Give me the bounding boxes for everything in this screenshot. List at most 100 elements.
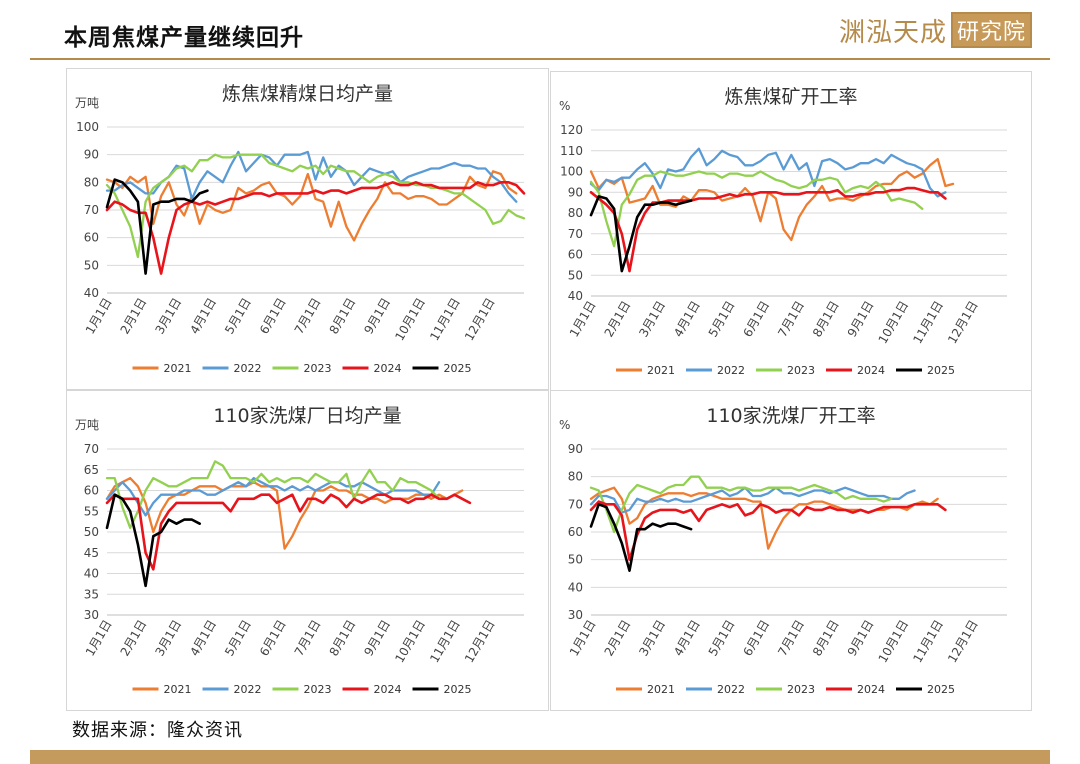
x-tick-label: 10月1日 bbox=[392, 618, 428, 666]
data-source: 数据来源：隆众资讯 bbox=[72, 720, 243, 741]
legend-label-2025: 2025 bbox=[444, 362, 472, 375]
legend-label-2021: 2021 bbox=[647, 683, 675, 696]
y-tick-label: 70 bbox=[84, 203, 99, 217]
x-tick-label: 8月1日 bbox=[327, 296, 359, 337]
chart-title: 炼焦煤精煤日均产量 bbox=[222, 83, 393, 105]
y-tick-label: 40 bbox=[84, 286, 99, 300]
x-tick-label: 9月1日 bbox=[845, 618, 877, 659]
series-line-2024 bbox=[105, 181, 526, 275]
x-tick-label: 4月1日 bbox=[671, 618, 703, 659]
series-line-2025 bbox=[105, 493, 201, 588]
chart-svg: 110家洗煤厂开工率% 30 40 50 60 70 80 90 1月1日 2月1日 3月1日 4月1… bbox=[559, 405, 1007, 696]
y-tick-label: 80 bbox=[568, 206, 583, 220]
legend-label-2021: 2021 bbox=[164, 683, 192, 696]
y-tick-label: 120 bbox=[560, 123, 583, 137]
legend-label-2023: 2023 bbox=[304, 683, 332, 696]
logo-text: 渊泓天成 bbox=[838, 17, 947, 48]
series-line-2021 bbox=[105, 170, 518, 242]
legend-label-2025: 2025 bbox=[927, 364, 955, 377]
y-axis-unit-label: 万吨 bbox=[75, 96, 99, 110]
legend-label-2023: 2023 bbox=[304, 362, 332, 375]
x-tick-label: 10月1日 bbox=[392, 296, 428, 344]
y-tick-label: 70 bbox=[84, 442, 99, 456]
x-tick-label: 11月1日 bbox=[910, 618, 946, 666]
chart-panel-washery-operating-rate: 110家洗煤厂开工率% 30 40 50 60 70 80 90 1月1日 2月1日 3月1日 4月1… bbox=[550, 390, 1032, 711]
x-tick-label: 10月1日 bbox=[876, 618, 912, 666]
series-line-2023 bbox=[105, 460, 441, 529]
x-tick-label: 9月1日 bbox=[845, 299, 877, 340]
series-line-2022 bbox=[589, 147, 947, 198]
y-tick-label: 90 bbox=[568, 442, 583, 456]
legend-label-2025: 2025 bbox=[444, 683, 472, 696]
series-line-2024 bbox=[589, 186, 947, 273]
legend-label-2024: 2024 bbox=[857, 364, 885, 377]
x-tick-label: 7月1日 bbox=[292, 618, 324, 659]
y-tick-label: 35 bbox=[84, 587, 99, 601]
series-line-2022 bbox=[589, 486, 916, 514]
y-tick-label: 65 bbox=[84, 463, 99, 477]
x-tick-label: 9月1日 bbox=[361, 296, 393, 337]
x-tick-label: 11月1日 bbox=[910, 299, 946, 347]
x-tick-label: 12月1日 bbox=[945, 299, 981, 347]
chart-svg: 炼焦煤矿开工率% 40 50 60 70 80 90 100 110 120 1月1日 2月1日 3月1… bbox=[559, 86, 1007, 377]
x-tick-label: 5月1日 bbox=[706, 618, 738, 659]
chart-title: 110家洗煤厂开工率 bbox=[706, 405, 875, 427]
x-tick-label: 1月1日 bbox=[83, 296, 115, 337]
x-tick-label: 2月1日 bbox=[118, 296, 150, 337]
legend-label-2021: 2021 bbox=[647, 364, 675, 377]
legend-label-2025: 2025 bbox=[927, 683, 955, 696]
x-tick-label: 12月1日 bbox=[945, 618, 981, 666]
y-tick-label: 40 bbox=[568, 580, 583, 594]
y-tick-label: 60 bbox=[568, 525, 583, 539]
x-tick-label: 5月1日 bbox=[222, 618, 254, 659]
x-tick-label: 2月1日 bbox=[118, 618, 150, 659]
y-tick-label: 90 bbox=[84, 148, 99, 162]
x-tick-label: 5月1日 bbox=[222, 296, 254, 337]
y-tick-label: 100 bbox=[560, 165, 583, 179]
legend-label-2024: 2024 bbox=[374, 683, 402, 696]
x-tick-label: 1月1日 bbox=[83, 618, 115, 659]
y-tick-label: 50 bbox=[84, 525, 99, 539]
y-tick-label: 45 bbox=[84, 546, 99, 560]
series-line-2025 bbox=[105, 178, 209, 275]
series-line-2024 bbox=[589, 500, 947, 561]
footer-bar bbox=[30, 750, 1050, 764]
x-tick-label: 11月1日 bbox=[427, 296, 463, 344]
y-tick-label: 100 bbox=[76, 120, 99, 134]
series-line-2023 bbox=[589, 475, 893, 534]
page-title: 本周焦煤产量继续回升 bbox=[64, 24, 304, 51]
x-tick-label: 8月1日 bbox=[327, 618, 359, 659]
chart-title: 110家洗煤厂日均产量 bbox=[213, 405, 401, 427]
y-tick-label: 30 bbox=[568, 608, 583, 622]
legend-label-2022: 2022 bbox=[717, 683, 745, 696]
x-tick-label: 1月1日 bbox=[567, 618, 599, 659]
x-tick-label: 5月1日 bbox=[706, 299, 738, 340]
x-tick-label: 2月1日 bbox=[602, 618, 634, 659]
legend-label-2024: 2024 bbox=[374, 362, 402, 375]
x-tick-label: 8月1日 bbox=[810, 618, 842, 659]
y-tick-label: 80 bbox=[568, 470, 583, 484]
x-tick-label: 6月1日 bbox=[257, 618, 289, 659]
x-tick-label: 4月1日 bbox=[187, 296, 219, 337]
x-tick-label: 12月1日 bbox=[462, 618, 498, 666]
legend-label-2022: 2022 bbox=[717, 364, 745, 377]
x-tick-label: 6月1日 bbox=[257, 296, 289, 337]
series-line-2024 bbox=[105, 493, 472, 571]
y-tick-label: 70 bbox=[568, 227, 583, 241]
x-tick-label: 12月1日 bbox=[462, 296, 498, 344]
series-line-2021 bbox=[105, 476, 464, 550]
legend-label-2024: 2024 bbox=[857, 683, 885, 696]
y-tick-label: 50 bbox=[568, 268, 583, 282]
x-tick-label: 1月1日 bbox=[567, 299, 599, 340]
y-tick-label: 30 bbox=[84, 608, 99, 622]
chart-panel-washery-output: 110家洗煤厂日均产量 万吨 30 35 40 45 50 55 60 65 70 1月1日 2月1日 3… bbox=[66, 390, 549, 711]
x-tick-label: 6月1日 bbox=[741, 618, 773, 659]
legend-label-2021: 2021 bbox=[164, 362, 192, 375]
y-tick-label: 50 bbox=[84, 258, 99, 272]
series-line-2023 bbox=[589, 170, 924, 248]
x-tick-label: 7月1日 bbox=[775, 299, 807, 340]
legend-label-2023: 2023 bbox=[787, 364, 815, 377]
legend-label-2022: 2022 bbox=[234, 683, 262, 696]
chart-title: 炼焦煤矿开工率 bbox=[724, 86, 857, 108]
